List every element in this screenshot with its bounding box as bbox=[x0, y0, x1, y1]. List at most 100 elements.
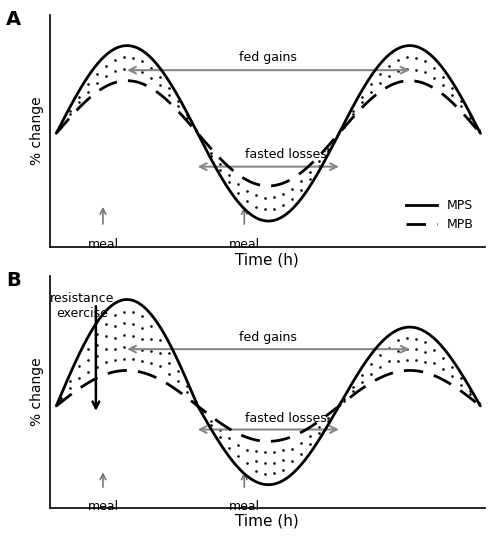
Point bbox=[225, 171, 233, 179]
Point bbox=[138, 334, 146, 343]
Point bbox=[147, 334, 155, 343]
Point bbox=[358, 377, 366, 386]
Point bbox=[120, 342, 128, 351]
Point bbox=[252, 457, 260, 465]
Point bbox=[244, 446, 251, 455]
Point bbox=[147, 73, 155, 82]
Point bbox=[198, 408, 206, 417]
Point bbox=[216, 426, 224, 434]
Point bbox=[252, 191, 260, 200]
Text: meal: meal bbox=[87, 500, 119, 513]
Point bbox=[412, 334, 420, 343]
Point bbox=[234, 452, 242, 461]
Point bbox=[367, 87, 374, 96]
Point bbox=[93, 79, 101, 87]
Point bbox=[333, 132, 341, 140]
Point bbox=[252, 202, 260, 211]
Point bbox=[216, 160, 224, 168]
Point bbox=[183, 382, 191, 390]
Text: fed gains: fed gains bbox=[240, 51, 297, 64]
Point bbox=[252, 446, 260, 455]
X-axis label: Time (h): Time (h) bbox=[235, 514, 299, 529]
Point bbox=[333, 404, 341, 413]
Point bbox=[403, 53, 411, 62]
Point bbox=[315, 161, 323, 170]
Point bbox=[111, 56, 119, 64]
Point bbox=[438, 364, 446, 373]
Point bbox=[349, 382, 357, 391]
Point bbox=[421, 348, 429, 356]
Point bbox=[174, 97, 182, 105]
Point bbox=[84, 345, 92, 353]
Point bbox=[111, 322, 119, 330]
Point bbox=[315, 156, 323, 165]
Point bbox=[375, 78, 383, 87]
Point bbox=[102, 332, 110, 341]
Point bbox=[138, 57, 146, 66]
Point bbox=[384, 72, 392, 80]
Point bbox=[466, 386, 474, 395]
Point bbox=[412, 356, 420, 364]
Text: meal: meal bbox=[87, 238, 119, 251]
Point bbox=[156, 349, 164, 357]
Point bbox=[174, 102, 182, 110]
Point bbox=[270, 448, 278, 456]
Point bbox=[244, 186, 251, 195]
Text: A: A bbox=[6, 10, 21, 29]
Point bbox=[216, 433, 224, 441]
Point bbox=[288, 194, 296, 203]
Point bbox=[270, 469, 278, 477]
Point bbox=[297, 186, 305, 194]
Point bbox=[421, 68, 429, 77]
Point bbox=[394, 56, 402, 64]
Point bbox=[270, 193, 278, 201]
Point bbox=[225, 443, 233, 452]
Point bbox=[430, 73, 437, 82]
Point bbox=[324, 144, 332, 153]
Point bbox=[75, 98, 83, 107]
Point bbox=[192, 126, 200, 134]
Point bbox=[438, 72, 446, 81]
Point bbox=[156, 72, 164, 81]
Point bbox=[165, 370, 173, 379]
Point bbox=[102, 357, 110, 366]
Point bbox=[129, 331, 137, 340]
Point bbox=[111, 310, 119, 319]
Point bbox=[57, 396, 65, 404]
Point bbox=[358, 370, 366, 379]
Point bbox=[367, 80, 374, 89]
Point bbox=[111, 356, 119, 364]
Point bbox=[466, 111, 474, 119]
Y-axis label: % change: % change bbox=[30, 97, 44, 165]
Point bbox=[225, 434, 233, 442]
Point bbox=[198, 407, 206, 415]
Point bbox=[129, 308, 137, 316]
Y-axis label: % change: % change bbox=[30, 358, 44, 427]
Point bbox=[384, 61, 392, 70]
Point bbox=[57, 122, 65, 130]
Point bbox=[375, 69, 383, 78]
Point bbox=[225, 178, 233, 187]
Point bbox=[457, 374, 465, 383]
Point bbox=[84, 356, 92, 364]
Point bbox=[57, 123, 65, 131]
Point bbox=[333, 403, 341, 412]
Point bbox=[412, 53, 420, 62]
Point bbox=[84, 367, 92, 376]
Point bbox=[156, 362, 164, 370]
Point bbox=[340, 396, 348, 405]
Point bbox=[129, 53, 137, 62]
Point bbox=[457, 380, 465, 389]
Point bbox=[324, 147, 332, 156]
Point bbox=[307, 174, 314, 183]
Point bbox=[394, 336, 402, 345]
Point bbox=[183, 113, 191, 122]
Point bbox=[367, 360, 374, 369]
Point bbox=[447, 363, 455, 372]
Point bbox=[84, 80, 92, 89]
Point bbox=[367, 369, 374, 378]
Point bbox=[270, 458, 278, 467]
Point bbox=[261, 469, 269, 478]
Point bbox=[475, 400, 483, 408]
Point bbox=[340, 123, 348, 131]
